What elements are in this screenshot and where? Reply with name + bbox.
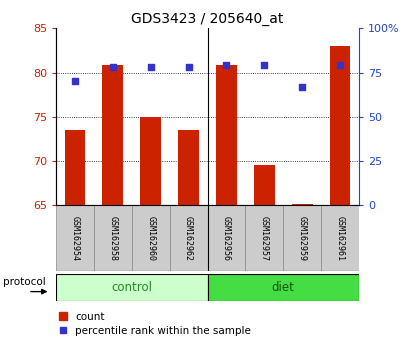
Text: GSM162956: GSM162956 — [222, 216, 231, 261]
Bar — [254, 165, 275, 205]
Bar — [56, 274, 208, 301]
Bar — [103, 65, 123, 205]
Point — [110, 64, 116, 70]
Text: GSM162960: GSM162960 — [146, 216, 155, 261]
Bar — [292, 204, 312, 205]
Text: GSM162959: GSM162959 — [298, 216, 307, 261]
Bar — [65, 130, 85, 205]
Bar — [208, 205, 245, 271]
Point — [261, 63, 268, 68]
Bar — [56, 205, 94, 271]
Bar — [132, 205, 170, 271]
Bar — [283, 205, 321, 271]
Text: GSM162961: GSM162961 — [336, 216, 344, 261]
Bar — [330, 46, 350, 205]
Text: GSM162954: GSM162954 — [71, 216, 79, 261]
Text: protocol: protocol — [3, 277, 46, 287]
Bar — [178, 130, 199, 205]
Bar — [321, 205, 359, 271]
Text: GSM162957: GSM162957 — [260, 216, 269, 261]
Point — [337, 63, 343, 68]
Bar — [140, 117, 161, 205]
Text: GSM162962: GSM162962 — [184, 216, 193, 261]
Point — [299, 84, 305, 90]
Point — [147, 64, 154, 70]
Bar — [216, 65, 237, 205]
Bar — [94, 205, 132, 271]
Text: control: control — [111, 281, 152, 294]
Text: diet: diet — [272, 281, 295, 294]
Text: GSM162958: GSM162958 — [108, 216, 117, 261]
Bar — [245, 205, 283, 271]
Bar — [208, 274, 359, 301]
Title: GDS3423 / 205640_at: GDS3423 / 205640_at — [131, 12, 284, 26]
Point — [223, 63, 230, 68]
Bar — [170, 205, 208, 271]
Legend: count, percentile rank within the sample: count, percentile rank within the sample — [57, 310, 254, 338]
Point — [185, 64, 192, 70]
Point — [72, 79, 78, 84]
